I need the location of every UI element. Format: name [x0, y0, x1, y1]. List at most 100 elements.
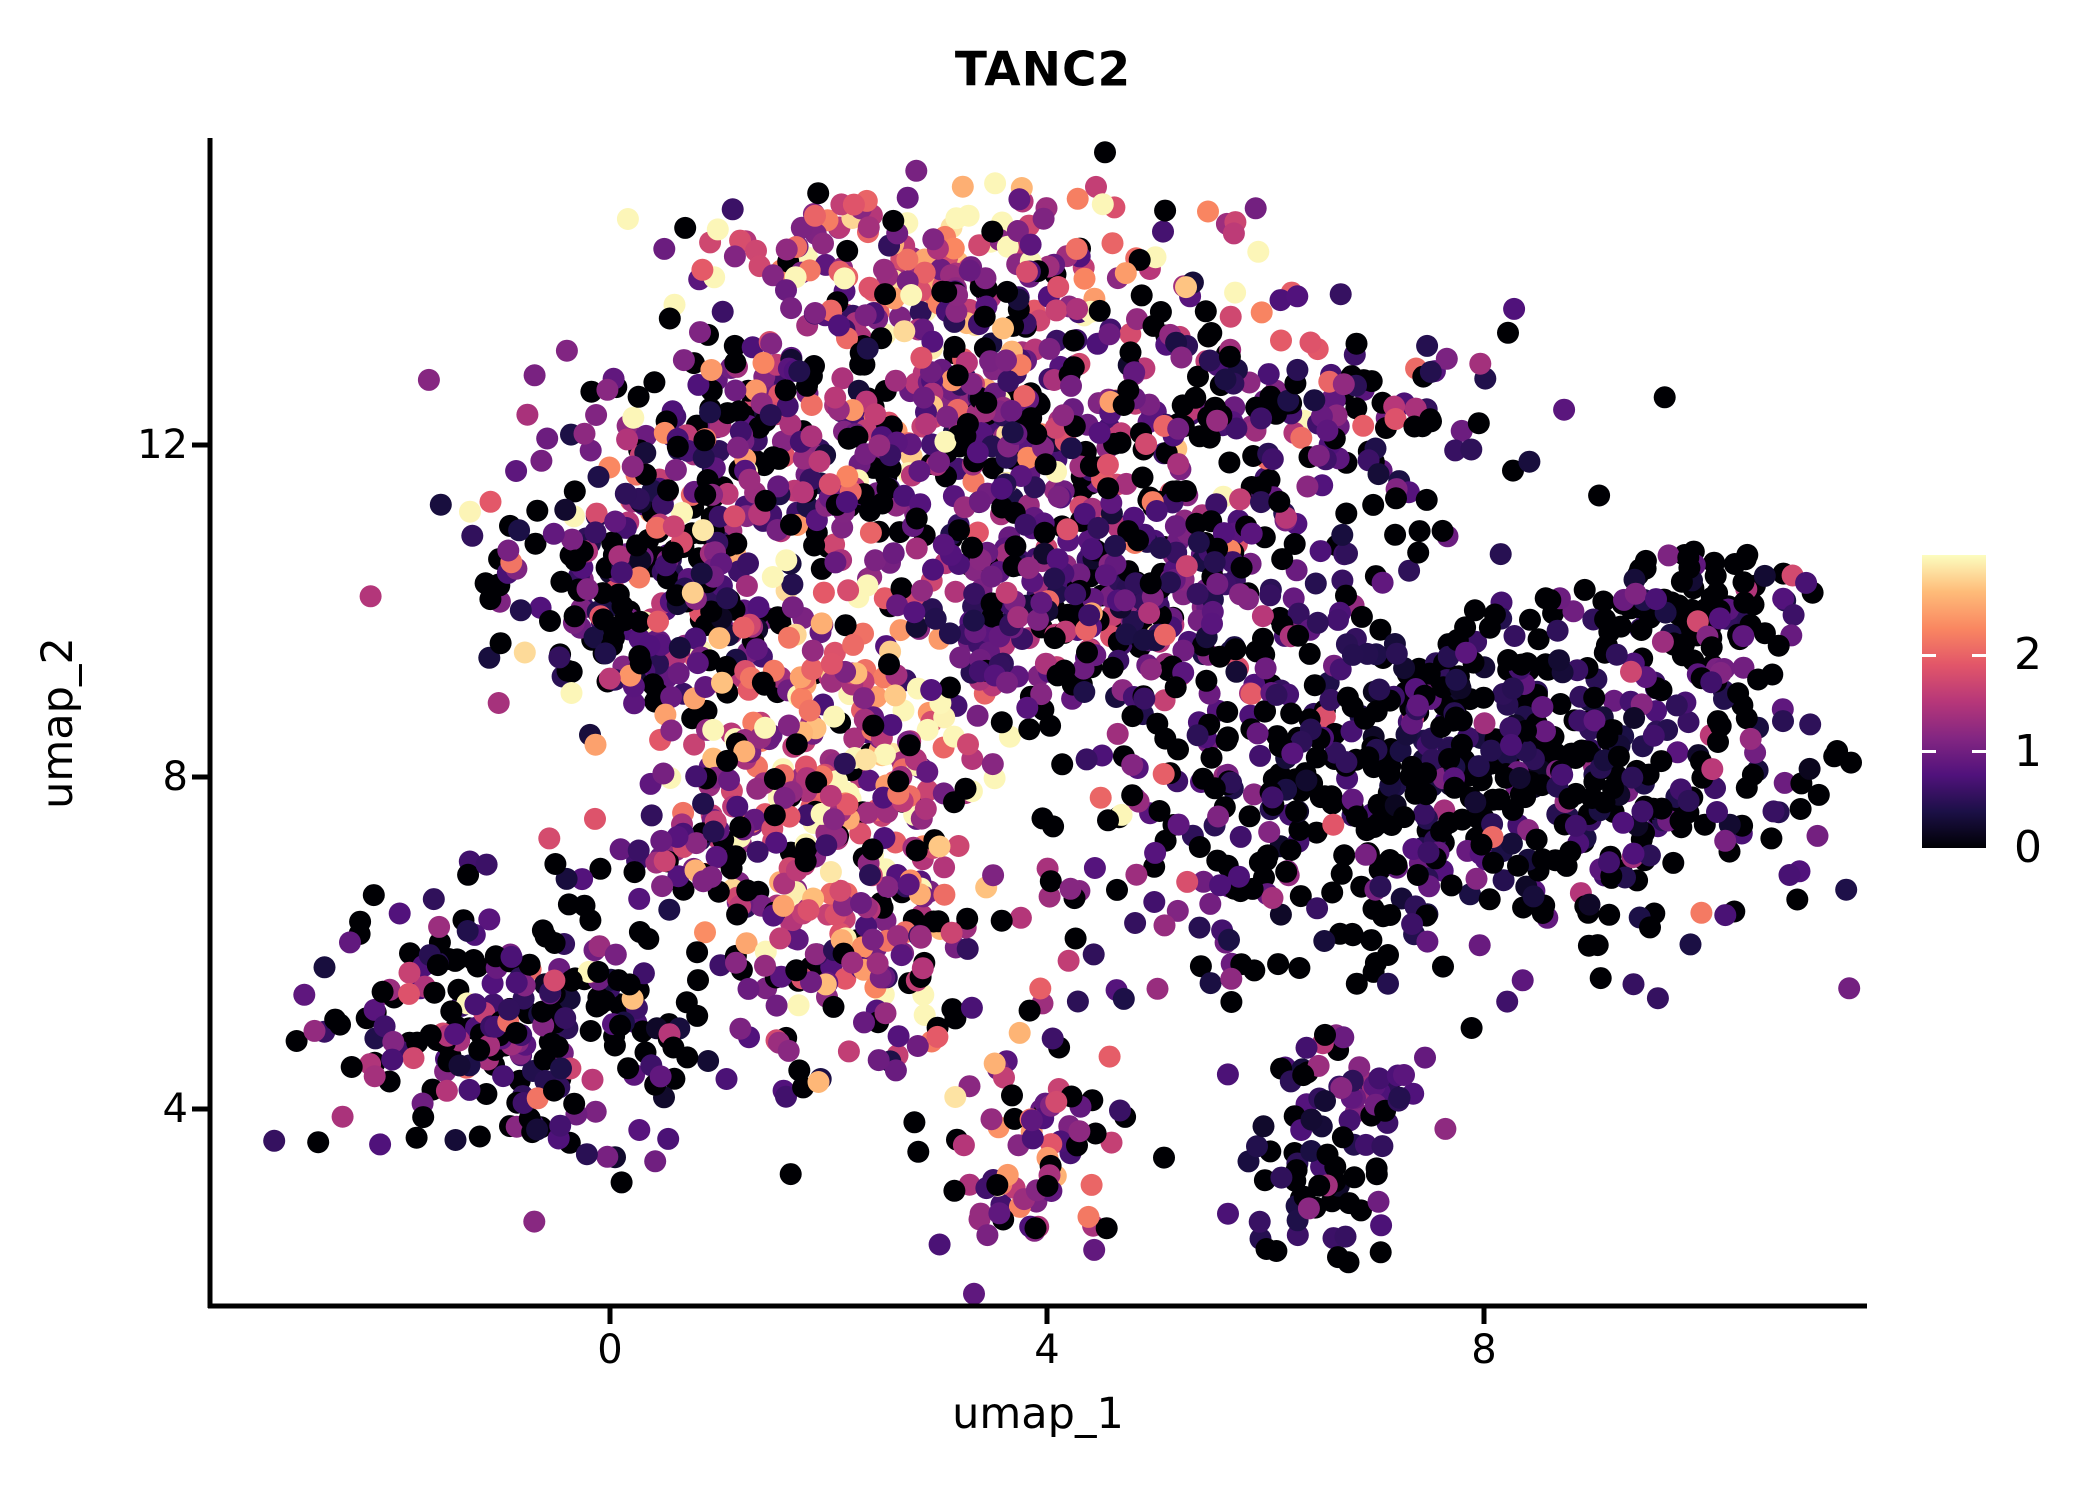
- data-point: [1314, 1023, 1336, 1046]
- data-point: [728, 400, 751, 423]
- data-point: [363, 998, 386, 1021]
- data-point: [1153, 623, 1176, 646]
- data-point: [1082, 943, 1105, 966]
- data-point: [429, 493, 452, 516]
- data-point: [1259, 385, 1282, 408]
- data-point: [448, 1054, 471, 1077]
- data-point: [693, 429, 716, 452]
- data-point: [1287, 602, 1310, 625]
- data-point: [1008, 188, 1031, 211]
- data-point: [769, 927, 792, 950]
- data-point: [1076, 641, 1098, 664]
- data-point: [1483, 603, 1506, 626]
- data-point: [1206, 572, 1229, 595]
- data-point: [1106, 722, 1129, 745]
- data-point: [1330, 862, 1353, 885]
- data-point: [996, 671, 1018, 694]
- data-point: [1329, 658, 1352, 681]
- data-point: [1701, 758, 1724, 781]
- data-point: [1795, 571, 1818, 594]
- data-point: [1714, 904, 1737, 927]
- data-point: [1558, 787, 1581, 810]
- data-point: [969, 1202, 992, 1225]
- data-point: [1354, 843, 1377, 866]
- data-point: [842, 193, 865, 216]
- data-point: [1154, 199, 1177, 222]
- data-point: [973, 305, 996, 328]
- x-tick-label: 0: [597, 1327, 623, 1373]
- data-point: [1152, 220, 1174, 243]
- data-point: [1017, 556, 1040, 579]
- data-point: [721, 198, 744, 221]
- data-point: [1298, 642, 1321, 665]
- data-point: [976, 1224, 999, 1247]
- data-point: [1314, 1090, 1336, 1112]
- data-point: [584, 1100, 607, 1123]
- data-point: [593, 989, 616, 1012]
- data-point: [1286, 285, 1309, 308]
- data-point: [1467, 755, 1490, 778]
- data-point: [1369, 618, 1392, 641]
- data-point: [650, 829, 673, 852]
- data-point: [1568, 709, 1591, 732]
- data-point: [576, 578, 599, 601]
- data-point: [781, 573, 804, 596]
- data-point: [1352, 414, 1375, 437]
- data-point: [1244, 197, 1267, 220]
- data-point: [1206, 849, 1229, 872]
- data-point: [996, 235, 1019, 258]
- data-point: [760, 332, 783, 355]
- data-point: [587, 465, 610, 488]
- data-point: [1029, 977, 1052, 1000]
- data-point: [604, 943, 627, 966]
- data-point: [990, 477, 1013, 500]
- data-point: [1393, 1064, 1415, 1086]
- data-point: [980, 1108, 1003, 1131]
- data-point: [526, 1087, 549, 1110]
- data-point: [1753, 564, 1776, 587]
- data-point: [1527, 628, 1550, 651]
- data-point: [856, 801, 879, 824]
- data-point: [1098, 1045, 1121, 1068]
- data-point: [1539, 589, 1562, 611]
- data-point: [1544, 849, 1567, 872]
- data-point: [791, 481, 814, 504]
- data-point: [1225, 660, 1248, 683]
- data-point: [1371, 1135, 1394, 1158]
- data-point: [458, 1078, 481, 1101]
- data-point: [1214, 368, 1237, 391]
- data-point: [905, 839, 928, 862]
- data-point: [1313, 930, 1336, 952]
- data-point: [1336, 542, 1358, 565]
- data-point: [1195, 669, 1218, 692]
- data-point: [948, 519, 970, 542]
- data-point: [1059, 877, 1082, 900]
- data-point: [489, 632, 512, 655]
- data-point: [1598, 903, 1621, 926]
- data-point: [957, 204, 980, 227]
- data-point: [1261, 887, 1284, 909]
- data-point: [303, 1019, 326, 1042]
- data-point: [1144, 841, 1167, 864]
- data-point: [1303, 674, 1326, 697]
- data-point: [836, 793, 859, 816]
- data-point: [1622, 973, 1645, 996]
- data-point: [398, 982, 420, 1005]
- data-point: [508, 519, 531, 542]
- data-point: [563, 605, 586, 628]
- data-point: [1369, 875, 1392, 898]
- data-point: [887, 770, 910, 793]
- data-point: [837, 579, 860, 602]
- data-point: [1437, 645, 1460, 668]
- data-point: [1773, 771, 1796, 794]
- data-point: [871, 492, 894, 515]
- data-point: [1254, 657, 1277, 680]
- data-point: [1518, 450, 1541, 473]
- data-point: [1612, 811, 1635, 834]
- data-point: [949, 646, 972, 669]
- data-point: [1592, 590, 1615, 613]
- data-point: [462, 949, 485, 971]
- data-point: [737, 977, 760, 1000]
- data-point: [866, 952, 889, 975]
- data-point: [873, 743, 896, 766]
